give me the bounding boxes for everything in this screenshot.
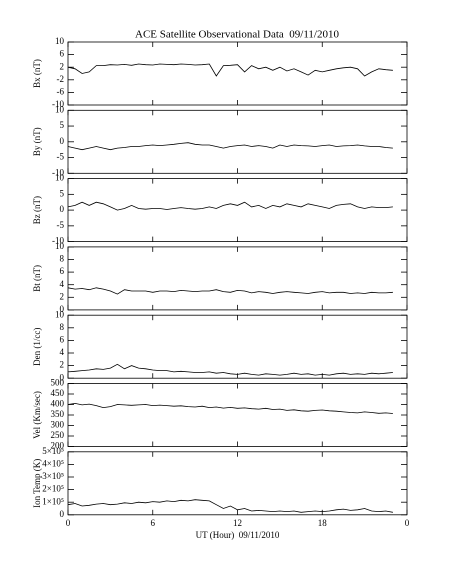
y-tick-label: 1×10⁵ (42, 496, 64, 506)
y-tick-label: 5 (60, 188, 65, 198)
y-tick-label: -6 (57, 86, 65, 96)
y-tick-label: -10 (52, 236, 64, 246)
y-axis-label: Vel (Km/sec) (32, 391, 42, 439)
y-tick-label: 6 (60, 266, 65, 276)
data-line (67, 63, 393, 77)
y-tick-label: 5 (60, 120, 65, 130)
y-tick-label: 4 (60, 347, 65, 357)
y-tick-label: 6 (60, 334, 65, 344)
y-tick-label: 250 (51, 430, 65, 440)
y-tick-label: 10 (55, 173, 65, 183)
y-axis-label: Bz (nT) (32, 196, 42, 224)
y-tick-label: 10 (55, 309, 65, 319)
x-tick-label: 0 (66, 518, 71, 528)
y-tick-label: -2 (57, 74, 65, 84)
y-tick-label: 8 (60, 254, 65, 264)
x-tick-label: 6 (151, 518, 156, 528)
y-tick-label: 4×10⁵ (42, 458, 64, 468)
y-tick-label: 500 (51, 378, 65, 388)
x-tick-label: 18 (318, 518, 328, 528)
panel-frame (67, 383, 408, 447)
y-tick-label: 4 (60, 279, 65, 289)
y-axis-label: Ion Temp (K) (32, 459, 42, 508)
y-tick-label: 0 (60, 304, 65, 314)
y-tick-label: 2 (60, 291, 65, 301)
chart-title: ACE Satellite Observational Data 09/11/2… (135, 29, 339, 41)
data-line (67, 201, 393, 211)
data-line (67, 499, 393, 513)
panel-frame (67, 41, 408, 106)
y-axis-label: Bt (nT) (32, 265, 42, 292)
y-tick-label: 10 (55, 104, 65, 114)
y-tick-label: 2×10⁵ (42, 484, 64, 494)
y-tick-label: 0 (60, 509, 65, 519)
y-tick-label: -10 (52, 99, 64, 109)
y-tick-label: 3×10⁵ (42, 471, 64, 481)
y-tick-label: 2 (60, 61, 65, 71)
data-line (67, 142, 393, 151)
y-tick-label: -10 (52, 167, 64, 177)
y-axis-label: Bx (nT) (32, 59, 42, 88)
y-tick-label: -5 (57, 220, 65, 230)
x-tick-label: 0 (405, 518, 410, 528)
y-tick-label: 450 (51, 388, 65, 398)
y-tick-label: 6 (60, 49, 65, 59)
panel-frame (67, 451, 408, 516)
panel-frame (67, 314, 408, 379)
y-tick-label: -5 (57, 152, 65, 162)
y-tick-label: 0 (60, 204, 65, 214)
panel-frame (67, 109, 408, 174)
y-tick-label: 10 (55, 36, 65, 46)
y-tick-label: 200 (51, 441, 65, 451)
y-tick-label: 0 (60, 372, 65, 382)
y-tick-label: 400 (51, 399, 65, 409)
data-line (67, 287, 393, 295)
data-line (67, 363, 393, 376)
y-axis-label: Den (1/cc) (32, 328, 42, 366)
y-tick-label: 8 (60, 322, 65, 332)
data-line (67, 402, 393, 414)
y-tick-label: 10 (55, 241, 65, 251)
y-tick-label: 5×10⁵ (42, 446, 64, 456)
panel-frame (67, 246, 408, 311)
y-tick-label: 0 (60, 136, 65, 146)
y-tick-label: 350 (51, 409, 65, 419)
y-tick-label: 300 (51, 420, 65, 430)
x-tick-label: 12 (233, 518, 242, 528)
y-tick-label: 2 (60, 360, 65, 370)
y-axis-label: By (nT) (32, 127, 42, 156)
x-axis-label: UT (Hour) 09/11/2010 (196, 530, 280, 540)
